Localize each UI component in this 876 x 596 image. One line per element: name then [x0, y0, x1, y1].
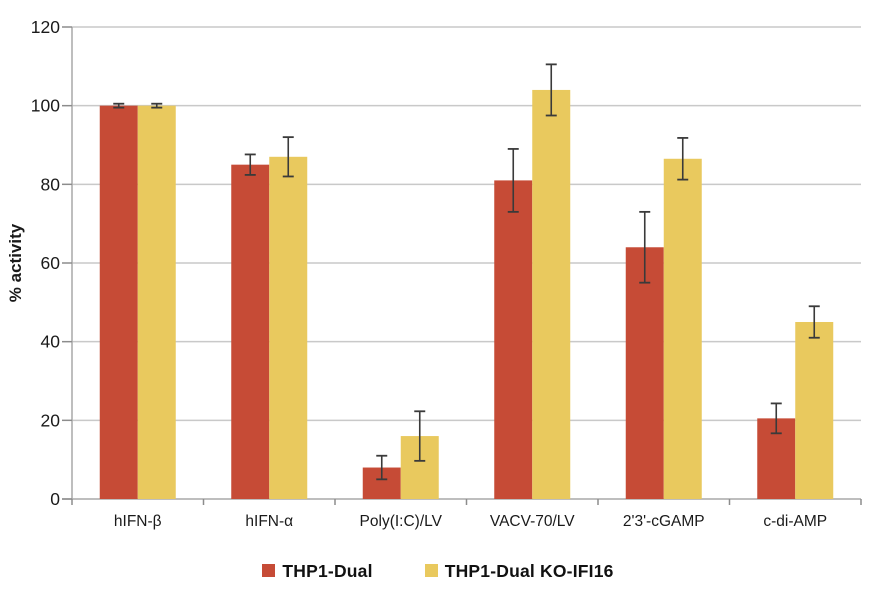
- bar-thp1-dual-ko-ifi16: [532, 89, 571, 499]
- legend-label-thp1-dual: THP1-Dual: [282, 561, 373, 581]
- x-axis-label: VACV-70/LV: [490, 513, 575, 530]
- x-axis-label: hIFN-α: [245, 513, 293, 530]
- legend-swatch-thp1-dual: [262, 563, 276, 577]
- x-axis-label: 2'3'-cGAMP: [623, 513, 705, 530]
- legend-swatch-thp1-dual-ko-ifi16: [424, 563, 438, 577]
- y-tick-label: 40: [41, 332, 61, 352]
- legend-item-thp1-dual: THP1-Dual: [262, 561, 372, 582]
- y-tick-label: 120: [31, 17, 60, 37]
- bar-thp1-dual-ko-ifi16: [795, 322, 834, 499]
- legend-label-thp1-dual-ko-ifi16: THP1-Dual KO-IFI16: [444, 561, 614, 581]
- y-tick-label: 0: [50, 489, 60, 509]
- y-tick-label: 60: [41, 253, 61, 273]
- legend-item-thp1-dual-ko-ifi16: THP1-Dual KO-IFI16: [424, 561, 614, 582]
- bar-thp1-dual: [99, 105, 138, 500]
- legend: THP1-Dual THP1-Dual KO-IFI16: [0, 561, 876, 582]
- bar-thp1-dual: [625, 247, 664, 499]
- x-axis-label: Poly(I:C)/LV: [360, 513, 443, 530]
- bar-thp1-dual-ko-ifi16: [269, 156, 308, 500]
- y-tick-label: 80: [41, 174, 61, 194]
- y-axis-title: % activity: [6, 223, 25, 302]
- bar-thp1-dual: [494, 180, 533, 499]
- y-tick-label: 100: [31, 96, 60, 116]
- x-axis-label: c-di-AMP: [763, 513, 827, 530]
- bar-thp1-dual-ko-ifi16: [137, 105, 176, 500]
- bar-thp1-dual: [231, 164, 270, 499]
- bar-thp1-dual-ko-ifi16: [663, 158, 702, 499]
- x-axis-label: hIFN-β: [114, 513, 162, 530]
- y-tick-label: 20: [41, 410, 61, 430]
